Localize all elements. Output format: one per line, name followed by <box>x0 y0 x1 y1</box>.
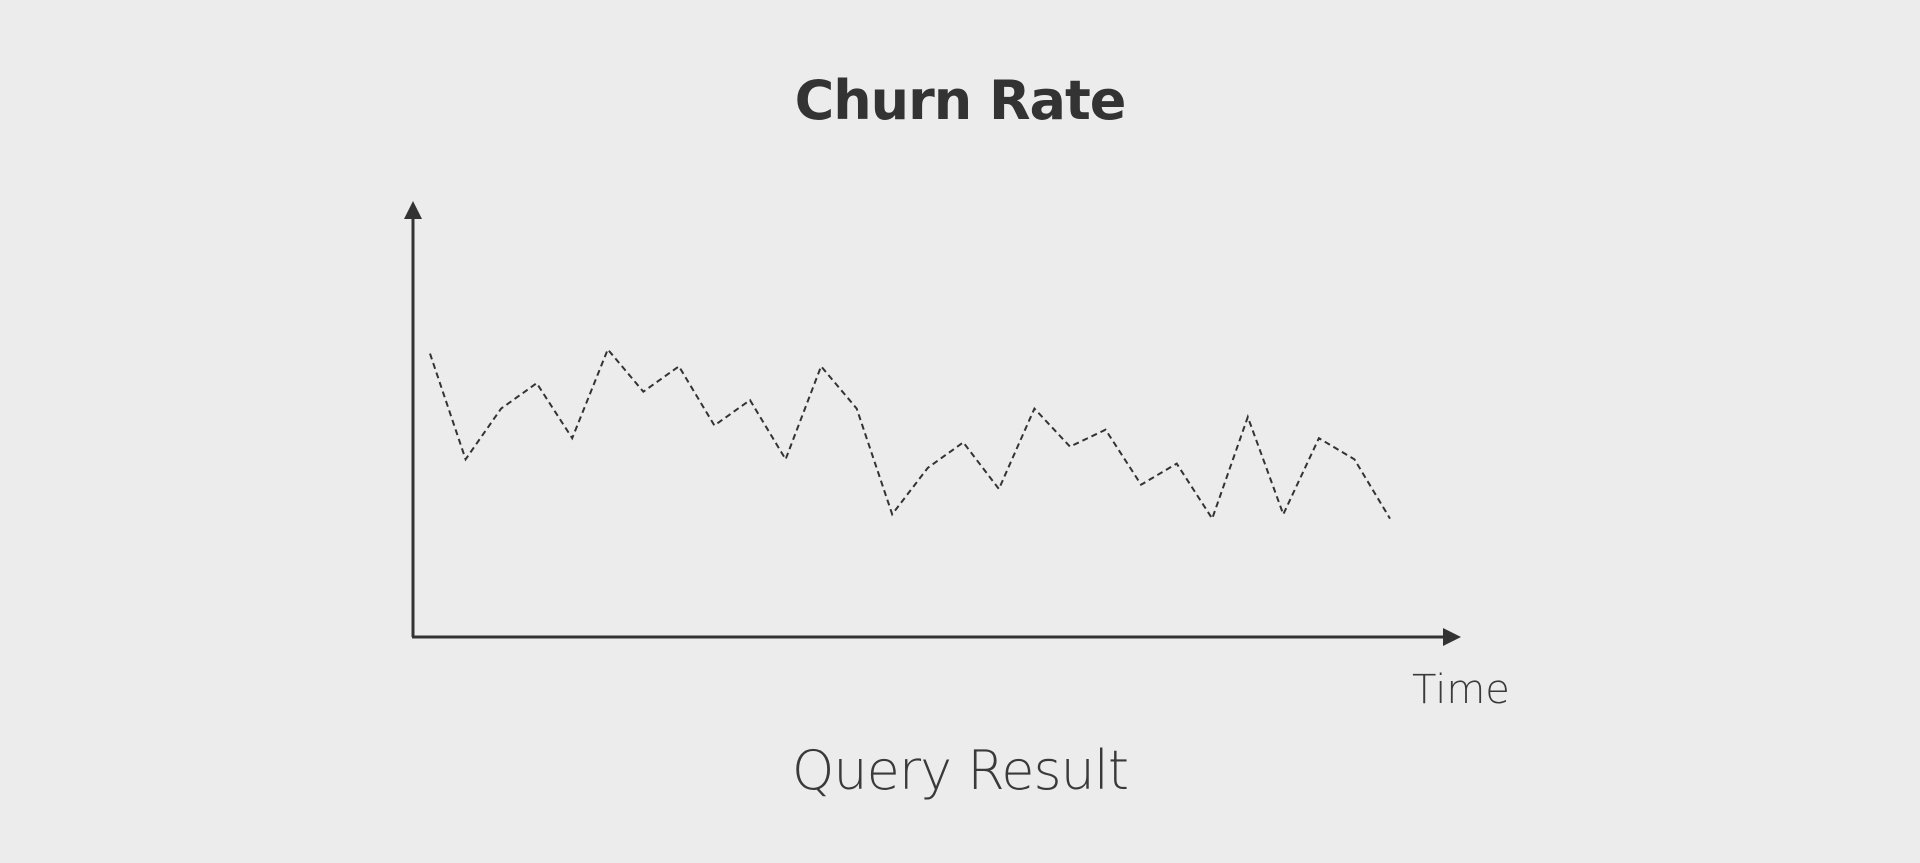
data-point <box>536 382 538 384</box>
x-axis <box>412 628 1461 646</box>
data-point <box>713 425 715 427</box>
series-group <box>429 347 1391 521</box>
y-axis <box>404 201 422 637</box>
data-point <box>1140 484 1142 486</box>
data-point <box>1069 446 1071 448</box>
data-point <box>678 365 680 367</box>
data-point <box>998 488 1000 490</box>
chart-caption: Query Result <box>791 739 1129 802</box>
data-point <box>500 408 502 410</box>
data-point <box>1033 408 1035 410</box>
data-point <box>785 458 787 460</box>
data-point <box>962 441 964 443</box>
x-axis-arrow-icon <box>1443 628 1461 646</box>
data-point <box>1389 518 1391 520</box>
data-point <box>1176 463 1178 465</box>
data-point <box>856 408 858 410</box>
data-point <box>1282 513 1284 515</box>
data-point <box>465 458 467 460</box>
data-point <box>642 391 644 393</box>
data-point <box>749 399 751 401</box>
data-point <box>820 365 822 367</box>
points-group <box>429 348 1391 519</box>
data-point <box>1318 437 1320 439</box>
data-point <box>1353 458 1355 460</box>
data-point <box>927 467 929 469</box>
data-point <box>1247 416 1249 418</box>
data-point <box>571 437 573 439</box>
y-axis-arrow-icon <box>404 201 422 219</box>
data-point <box>1211 518 1213 520</box>
data-point <box>1105 429 1107 431</box>
data-point <box>429 353 431 355</box>
series-line-0 <box>429 347 1391 521</box>
chart-title: Churn Rate <box>794 69 1127 132</box>
data-point <box>607 348 609 350</box>
x-axis-label: Time <box>1412 667 1510 713</box>
data-point <box>891 513 893 515</box>
